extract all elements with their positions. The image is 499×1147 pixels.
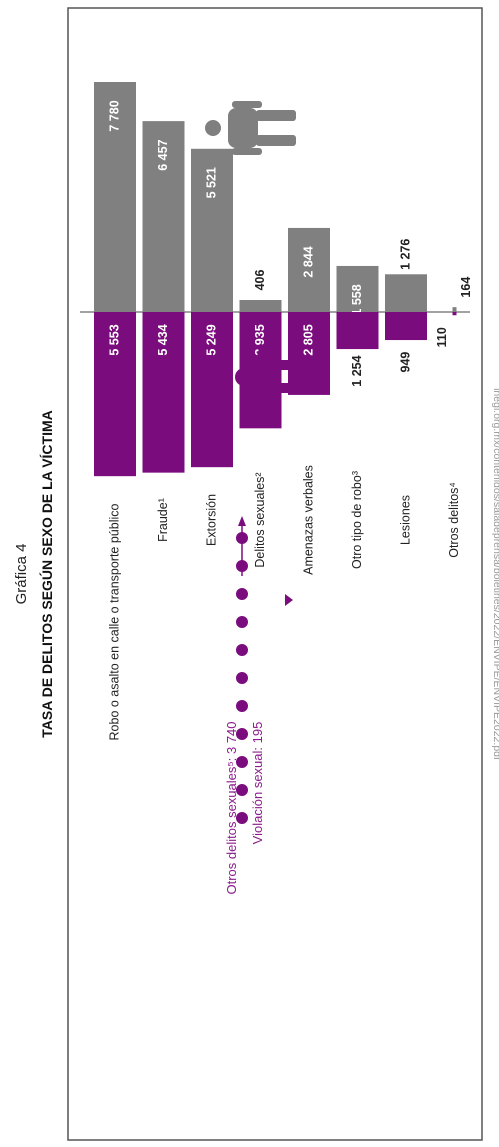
- category-label: Otro tipo de robo³: [350, 471, 364, 569]
- value-label-women: 1 254: [350, 355, 364, 386]
- value-label-men: 164: [459, 277, 473, 298]
- value-label-men: 1 558: [350, 284, 364, 315]
- bar-men: [452, 307, 457, 312]
- annotation-rape: Violación sexual: 195: [250, 722, 265, 845]
- bar-women: [94, 312, 136, 477]
- annotation-dot: [236, 616, 248, 628]
- bar-women: [452, 312, 457, 316]
- category-label: Robo o asalto en calle o transporte públ…: [107, 503, 121, 740]
- bar-men: [385, 274, 427, 312]
- category-label: Amenazas verbales: [301, 465, 315, 575]
- category-label: Extorsión: [204, 494, 218, 546]
- annotation-dot: [236, 672, 248, 684]
- annotation-dot: [236, 812, 248, 824]
- value-label-women: 5 434: [156, 324, 170, 355]
- value-label-women: 110: [435, 327, 449, 347]
- rape-mark: [285, 594, 293, 606]
- bar-men: [191, 148, 233, 312]
- bar-women: [288, 312, 330, 395]
- annotation-arrow-head: [238, 516, 246, 526]
- bar-men: [336, 265, 379, 312]
- female-figure-icon: [235, 348, 310, 405]
- chart-frame: [67, 7, 483, 1141]
- bar-women: [142, 312, 185, 473]
- sexual-crimes-dots: [236, 532, 248, 824]
- annotation-dot: [236, 784, 248, 796]
- chart-title: Tasa de delitos según sexo de la víctima: [38, 410, 55, 737]
- value-label-men: 406: [253, 270, 267, 291]
- male-figure-icon: [205, 101, 296, 155]
- category-label: Lesiones: [398, 495, 412, 545]
- value-label-men: 1 276: [398, 239, 412, 270]
- bar-women: [385, 312, 427, 341]
- category-label: Otros delitos⁴: [447, 482, 461, 558]
- bar-women: [191, 312, 233, 468]
- value-label-men: 6 457: [156, 139, 170, 170]
- annotation-dot: [236, 700, 248, 712]
- bar-men: [94, 82, 136, 312]
- chart-kicker: Gráfica 4: [13, 544, 30, 605]
- bar-men: [288, 227, 330, 312]
- value-label-women: 2 805: [301, 324, 315, 355]
- value-label-men: 5 521: [204, 167, 218, 198]
- bar-women: [336, 312, 379, 350]
- value-label-women: 3 935: [253, 324, 267, 355]
- value-label-men: 2 844: [301, 246, 315, 277]
- bars-men: 7 780 6 457 5 521 406 2 844 1 558 1 276 164: [94, 82, 473, 316]
- category-labels: Robo o asalto en calle o transporte públ…: [107, 465, 461, 740]
- annotation-dot: [236, 756, 248, 768]
- value-label-women: 949: [398, 352, 412, 373]
- annotation-other-sexual: Otros delitos sexuales⁵: 3 740: [224, 721, 239, 894]
- bar-men: [239, 299, 282, 312]
- category-label: Fraude¹: [156, 498, 170, 542]
- value-label-women: 5 249: [204, 324, 218, 355]
- category-label: Delitos sexuales²: [253, 472, 267, 567]
- annotation-dot: [236, 588, 248, 600]
- bar-men: [142, 121, 185, 313]
- annotation-dot: [236, 728, 248, 740]
- annotation-dot: [236, 644, 248, 656]
- value-label-women: 5 553: [107, 324, 121, 355]
- source-note: inegi.org.mx/contenidos/saladeprensa/bol…: [491, 388, 499, 760]
- value-label-men: 7 780: [107, 100, 121, 131]
- bars-women: 5 553 5 434 5 249 3 935 2 805 1 254 949 110: [94, 312, 457, 477]
